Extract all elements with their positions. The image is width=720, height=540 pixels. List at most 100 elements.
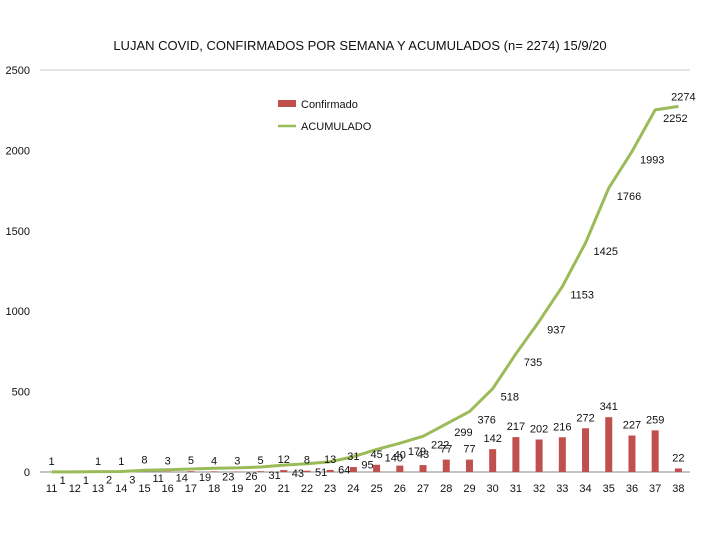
bar (605, 417, 613, 472)
x-tick-label: 13 (92, 483, 104, 495)
line-data-label: 299 (454, 427, 472, 439)
x-tick-label: 20 (254, 483, 266, 495)
line-data-label: 2 (106, 475, 112, 487)
bar-data-label: 259 (646, 414, 664, 426)
line-data-label: 1 (60, 475, 66, 487)
x-tick-label: 33 (556, 483, 568, 495)
bar (489, 449, 497, 472)
x-tick-label: 24 (347, 483, 359, 495)
bar-data-label: 31 (347, 451, 359, 463)
line-data-label: 14 (176, 473, 188, 485)
bar (257, 471, 265, 472)
series-line-acumulado (51, 104, 679, 474)
line-data-label: 1153 (570, 290, 594, 302)
y-axis: 0 500 1000 1500 2000 2500 (6, 65, 30, 479)
bar (535, 439, 543, 472)
y-tick-label: 2500 (6, 65, 30, 77)
line-data-label: 23 (222, 471, 234, 483)
x-tick-label: 31 (510, 483, 522, 495)
bar (582, 428, 590, 472)
x-tick-label: 21 (278, 483, 290, 495)
line-series (51, 104, 679, 474)
x-tick-label: 19 (231, 483, 243, 495)
line-data-label: 1 (83, 475, 89, 487)
y-tick-label: 500 (12, 387, 30, 399)
x-tick-label: 15 (138, 483, 150, 495)
bar (419, 465, 427, 472)
line-data-label: 31 (269, 470, 281, 482)
bar (628, 435, 636, 472)
chart-title: LUJAN COVID, CONFIRMADOS POR SEMANA Y AC… (113, 38, 606, 53)
bar (442, 459, 450, 472)
bar-data-label: 43 (417, 449, 429, 461)
line-data-label: 1425 (594, 246, 618, 258)
y-tick-label: 1500 (6, 226, 30, 238)
bar-data-label: 8 (141, 455, 147, 467)
bar (651, 430, 659, 472)
line-data-label: 19 (199, 472, 211, 484)
bar (674, 468, 682, 472)
x-tick-label: 23 (324, 483, 336, 495)
bar (349, 467, 357, 472)
line-data-label: 11 (152, 473, 163, 485)
bar-data-label: 227 (623, 419, 641, 431)
bar (210, 471, 218, 472)
bar (187, 471, 195, 472)
line-data-label: 518 (501, 392, 519, 404)
x-tick-label: 26 (394, 483, 406, 495)
x-tick-label: 28 (440, 483, 452, 495)
x-tick-label: 32 (533, 483, 545, 495)
x-tick-label: 36 (626, 483, 638, 495)
line-data-label: 1766 (617, 191, 641, 203)
bar-data-label: 5 (188, 455, 194, 467)
x-tick-label: 11 (46, 483, 57, 495)
line-data-label: 222 (431, 439, 449, 451)
bar-data-label: 3 (165, 456, 171, 468)
bar-data-label: 22 (672, 452, 684, 464)
line-data-label: 3 (129, 475, 135, 487)
x-tick-label: 38 (672, 483, 684, 495)
x-tick-label: 34 (579, 483, 591, 495)
x-tick-label: 27 (417, 483, 429, 495)
bar-data-label: 8 (304, 455, 310, 467)
line-data-label: 140 (385, 452, 403, 464)
bar (512, 437, 520, 472)
line-data-label: 376 (477, 415, 495, 427)
bar (558, 437, 566, 472)
x-tick-label: 18 (208, 483, 220, 495)
bar-data-label: 77 (440, 444, 452, 456)
x-axis: 11 12 13 14 15 16 17 18 19 20 21 22 23 24 25 26 27 28 29 30… (46, 483, 685, 495)
bar-data-label: 1 (118, 456, 124, 468)
y-tick-label: 1000 (6, 306, 30, 318)
x-tick-label: 25 (370, 483, 382, 495)
x-tick-label: 14 (115, 483, 127, 495)
legend-swatch-confirmado (278, 100, 296, 107)
line-data-label: 26 (245, 471, 257, 483)
bar-data-label: 5 (257, 455, 263, 467)
line-data-label: 64 (338, 465, 350, 477)
x-tick-label: 12 (69, 483, 81, 495)
bar-data-label: 1 (49, 456, 55, 468)
y-tick-label: 2000 (6, 145, 30, 157)
bar-data-label: 4 (211, 455, 217, 467)
bar-data-label: 341 (600, 401, 618, 413)
y-tick-label: 0 (24, 467, 30, 479)
line-data-label: 937 (547, 324, 565, 336)
line-data-label: 2274 (671, 91, 695, 103)
legend: Confirmado ACUMULADO (278, 99, 372, 133)
bar-data-label: 202 (530, 424, 548, 436)
bar-data-label: 77 (463, 444, 475, 456)
bar (396, 465, 404, 472)
x-tick-label: 16 (162, 483, 174, 495)
legend-label-confirmado: Confirmado (301, 99, 358, 111)
x-tick-label: 35 (603, 483, 615, 495)
line-data-label: 95 (361, 460, 373, 472)
bar-data-label: 40 (394, 450, 406, 462)
x-tick-label: 37 (649, 483, 661, 495)
bar (303, 470, 311, 472)
line-data-label: 1993 (640, 155, 664, 167)
x-tick-label: 29 (463, 483, 475, 495)
bar (373, 464, 381, 472)
